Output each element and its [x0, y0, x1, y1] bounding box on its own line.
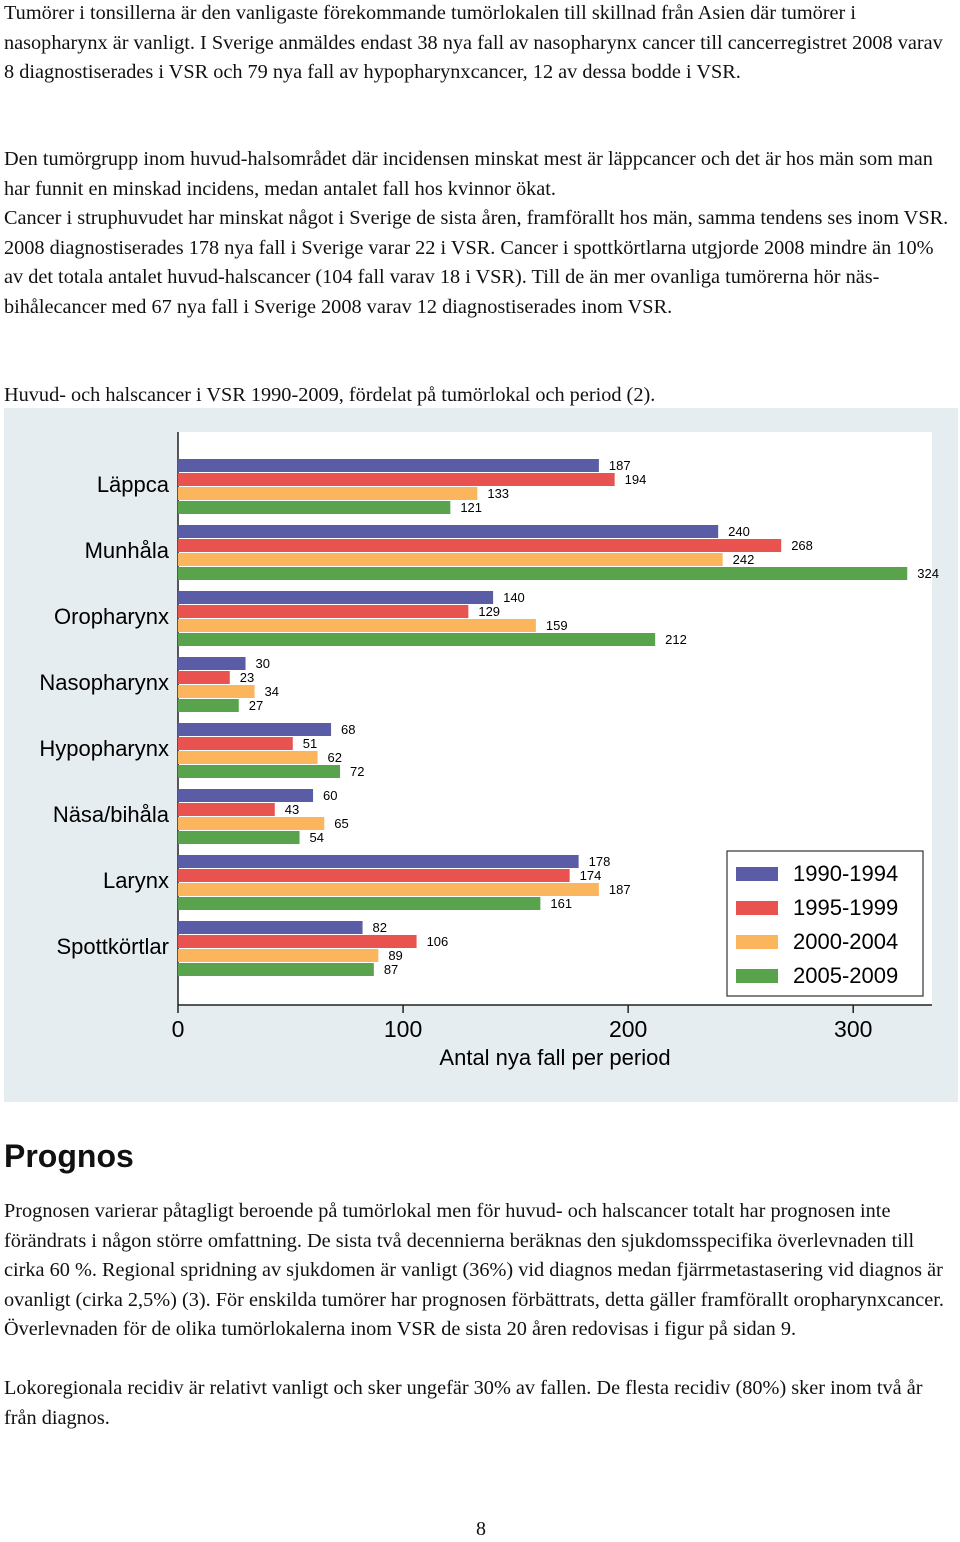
category-label: Hypopharynx [39, 736, 169, 761]
category-label: Oropharynx [54, 604, 169, 629]
bar [178, 619, 536, 632]
paragraph: Cancer i struphuvudet har minskat något … [4, 207, 959, 318]
figure-caption: Huvud- och halscancer i VSR 1990-2009, f… [4, 384, 656, 406]
bar [178, 525, 719, 538]
bar [178, 789, 314, 802]
chart: 0 100 200 300 Antal nya fall per period Läppc… [4, 408, 958, 1102]
legend-swatch [736, 969, 778, 983]
value-label: 68 [341, 722, 355, 737]
bar [178, 459, 599, 472]
bar [178, 567, 908, 580]
paragraph: Den tumörgrupp inom huvud-halsområdet dä… [4, 148, 939, 200]
category-label: Näsa/bihåla [53, 802, 170, 827]
value-label: 72 [350, 764, 364, 779]
legend-label: 1990-1994 [793, 861, 898, 886]
bar [178, 855, 579, 868]
legend-swatch [736, 901, 778, 915]
x-tick-label: 0 [172, 1016, 185, 1042]
value-label: 62 [328, 750, 342, 765]
value-label: 87 [384, 962, 398, 977]
value-label: 174 [580, 868, 602, 883]
legend-swatch [736, 935, 778, 949]
bar [178, 935, 417, 948]
value-label: 242 [733, 552, 755, 567]
x-tick-label: 200 [609, 1016, 647, 1042]
bar [178, 921, 363, 934]
paragraph: Lokoregionala recidiv är relativt vanlig… [4, 1377, 928, 1429]
legend-label: 2000-2004 [793, 929, 898, 954]
value-label: 43 [285, 802, 299, 817]
bar [178, 869, 570, 882]
bar [178, 817, 325, 830]
category-label: Munhåla [85, 538, 170, 563]
value-label: 60 [323, 788, 337, 803]
bar [178, 751, 318, 764]
value-label: 106 [427, 934, 449, 949]
value-label: 129 [478, 604, 500, 619]
value-label: 89 [388, 948, 402, 963]
bar [178, 949, 379, 962]
legend-swatch [736, 867, 778, 881]
value-label: 121 [460, 500, 482, 515]
bar [178, 897, 541, 910]
x-tick-label: 300 [834, 1016, 872, 1042]
legend-label: 2005-2009 [793, 963, 898, 988]
page-number: 8 [476, 1518, 486, 1540]
bar [178, 633, 656, 646]
bar [178, 487, 478, 500]
bar [178, 501, 451, 514]
bar [178, 553, 723, 566]
legend-label: 1995-1999 [793, 895, 898, 920]
value-label: 82 [373, 920, 387, 935]
value-label: 54 [310, 830, 324, 845]
bar [178, 685, 255, 698]
bar [178, 657, 246, 670]
bar [178, 699, 239, 712]
bar [178, 723, 332, 736]
category-label: Läppca [97, 472, 170, 497]
value-label: 159 [546, 618, 568, 633]
value-label: 27 [249, 698, 263, 713]
bar [178, 803, 275, 816]
bar [178, 737, 293, 750]
value-label: 140 [503, 590, 525, 605]
x-axis-label: Antal nya fall per period [439, 1045, 670, 1070]
bar [178, 671, 230, 684]
value-label: 212 [665, 632, 687, 647]
bar [178, 883, 599, 896]
value-label: 187 [609, 882, 631, 897]
value-label: 51 [303, 736, 317, 751]
value-label: 194 [625, 472, 647, 487]
bar [178, 963, 374, 976]
value-label: 187 [609, 458, 631, 473]
x-tick-label: 100 [384, 1016, 422, 1042]
paragraph: Tumörer i tonsillerna är den vanligaste … [4, 2, 948, 83]
bar [178, 591, 494, 604]
value-label: 133 [487, 486, 509, 501]
value-label: 65 [334, 816, 348, 831]
bar [178, 473, 615, 486]
value-label: 34 [265, 684, 279, 699]
category-label: Nasopharynx [39, 670, 169, 695]
section-heading: Prognos [4, 1138, 134, 1174]
value-label: 268 [791, 538, 813, 553]
value-label: 161 [550, 896, 572, 911]
category-label: Larynx [103, 868, 169, 893]
value-label: 178 [589, 854, 611, 869]
bar [178, 765, 341, 778]
bar [178, 539, 782, 552]
value-label: 23 [240, 670, 254, 685]
bar [178, 605, 469, 618]
paragraph: Prognosen varierar påtagligt beroende på… [4, 1200, 949, 1340]
value-label: 324 [917, 566, 939, 581]
value-label: 30 [256, 656, 270, 671]
bar [178, 831, 300, 844]
value-label: 240 [728, 524, 750, 539]
category-label: Spottkörtlar [57, 934, 170, 959]
